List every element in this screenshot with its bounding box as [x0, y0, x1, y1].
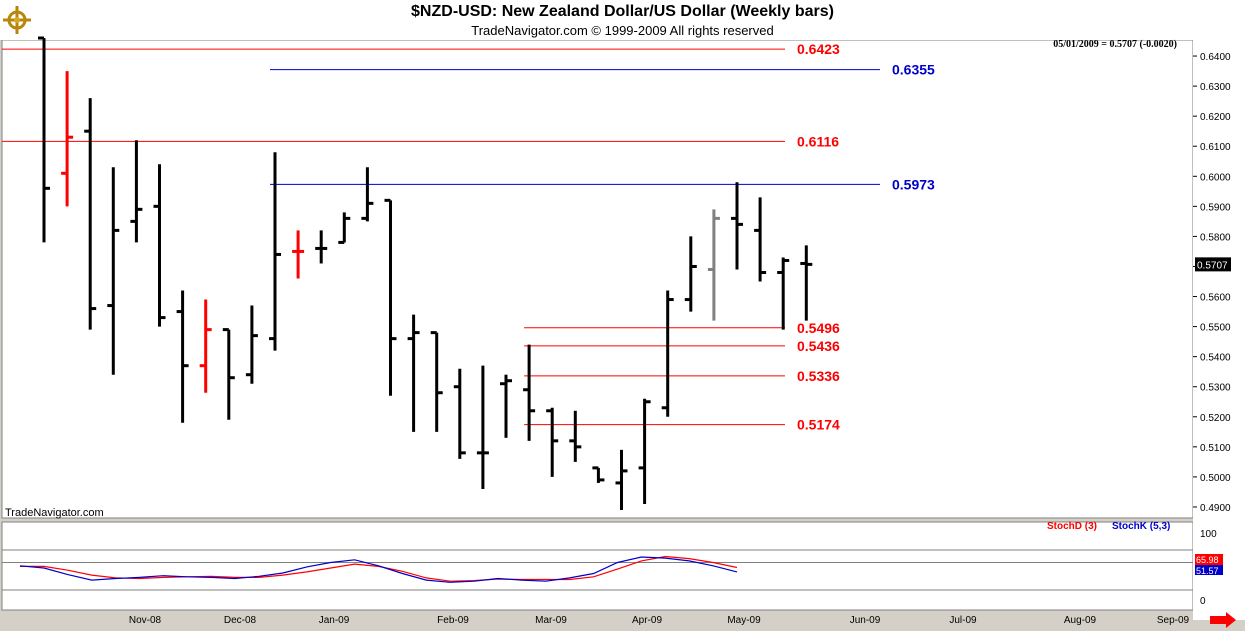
- y-tick-label: 0.5200: [1200, 413, 1231, 424]
- y-tick-label: 0.5000: [1200, 473, 1231, 484]
- x-tick-label: Jan-09: [319, 615, 350, 626]
- x-tick-label: Aug-09: [1064, 615, 1097, 626]
- last-price-tag: [1195, 257, 1231, 272]
- x-tick-label: May-09: [727, 615, 761, 626]
- ohlc-bar: [361, 167, 374, 222]
- x-tick-label: Sep-09: [1157, 615, 1190, 626]
- ohlc-bar: [430, 331, 443, 432]
- ohlc-bar: [222, 328, 235, 420]
- stoch-scale-label: 0: [1200, 596, 1206, 607]
- ohlc-bar: [453, 368, 466, 459]
- x-tick-label: Mar-09: [535, 615, 567, 626]
- stochk-value-tag: [1195, 565, 1223, 575]
- y-tick-label: 0.5900: [1200, 202, 1231, 213]
- ohlc-bar: [176, 290, 189, 423]
- ohlc-bar: [615, 449, 628, 510]
- stochd-legend: StochD (3): [1047, 521, 1097, 532]
- stoch-scale-label: 100: [1200, 529, 1217, 540]
- x-tick-label: Nov-08: [129, 615, 162, 626]
- ohlc-bar: [338, 212, 351, 244]
- x-tick-label: Jun-09: [850, 615, 881, 626]
- y-tick-label: 0.6400: [1200, 52, 1231, 63]
- level-label: 0.5973: [892, 176, 935, 192]
- ohlc-bar: [384, 198, 397, 396]
- level-label: 0.5174: [797, 417, 840, 433]
- ohlc-bar: [292, 230, 305, 279]
- ohlc-bar: [407, 314, 420, 432]
- stochd-value-tag: [1195, 554, 1223, 565]
- ohlc-bar: [523, 344, 536, 441]
- ohlc-bar: [777, 257, 790, 330]
- ohlc-bar: [245, 305, 258, 384]
- level-label: 0.5496: [797, 320, 840, 336]
- ohlc-bar: [731, 182, 743, 270]
- ohlc-bar: [569, 410, 582, 462]
- level-label: 0.6423: [797, 41, 840, 57]
- y-tick-label: 0.6300: [1200, 82, 1231, 93]
- ohlc-bar: [199, 299, 212, 393]
- stochk-line: [19, 556, 738, 583]
- ohlc-bar: [38, 36, 50, 243]
- ohlc-bar: [546, 407, 559, 477]
- y-tick-label: 0.5100: [1200, 443, 1231, 454]
- ohlc-bar: [476, 365, 489, 489]
- level-label: 0.5336: [797, 368, 840, 384]
- ohlc-bar: [500, 374, 512, 438]
- logo-icon: [3, 6, 31, 34]
- header-band: [0, 0, 1245, 40]
- ohlc-bar: [800, 245, 813, 321]
- ohlc-bar: [153, 164, 166, 327]
- y-tick-label: 0.5500: [1200, 323, 1231, 334]
- ohlc-bar: [684, 236, 697, 312]
- x-tick-label: Dec-08: [224, 615, 257, 626]
- y-tick-label: 0.4900: [1200, 503, 1231, 514]
- x-tick-label: Jul-09: [949, 615, 977, 626]
- y-tick-label: 0.6100: [1200, 142, 1231, 153]
- axis-band: [1193, 40, 1245, 620]
- chart-subtitle: TradeNavigator.com © 1999-2009 All right…: [471, 23, 774, 38]
- y-tick-label: 0.6200: [1200, 112, 1231, 123]
- x-tick-label: Feb-09: [437, 615, 469, 626]
- level-label: 0.5436: [797, 338, 840, 354]
- stochk-legend: StochK (5,3): [1112, 521, 1171, 532]
- y-tick-label: 0.5300: [1200, 383, 1231, 394]
- y-tick-label: 0.6000: [1200, 172, 1231, 183]
- x-tick-label: Apr-09: [632, 615, 662, 626]
- ohlc-bar: [130, 140, 143, 243]
- y-tick-label: 0.5400: [1200, 353, 1231, 364]
- ohlc-bar: [592, 466, 605, 483]
- price-panel: [1, 39, 1194, 519]
- stochd-value: 65.98: [1196, 555, 1219, 565]
- chart-title: $NZD-USD: New Zealand Dollar/US Dollar (…: [411, 3, 834, 20]
- level-label: 0.6116: [797, 133, 839, 149]
- ohlc-bar: [661, 290, 674, 417]
- ohlc-bar: [84, 98, 97, 330]
- last-price-label: 0.5707: [1197, 260, 1228, 271]
- ohlc-bar: [638, 398, 651, 504]
- scroll-arrow-shape: [1210, 612, 1236, 628]
- ohlc-bar: [107, 167, 120, 375]
- ohlc-bar: [61, 71, 74, 207]
- ohlc-bar: [707, 209, 720, 321]
- ohlc-bar: [754, 197, 767, 282]
- price-readout: 05/01/2009 = 0.5707 (-0.0020): [1053, 39, 1177, 50]
- y-tick-label: 0.5800: [1200, 232, 1231, 243]
- stochk-value: 51.57: [1196, 566, 1219, 576]
- y-tick-label: 0.5600: [1200, 293, 1231, 304]
- ohlc-bar: [269, 152, 281, 351]
- ohlc-bar: [315, 230, 328, 264]
- watermark-text: TradeNavigator.com: [5, 507, 104, 519]
- level-label: 0.6355: [892, 62, 935, 78]
- indicator-panel: [1, 521, 1194, 611]
